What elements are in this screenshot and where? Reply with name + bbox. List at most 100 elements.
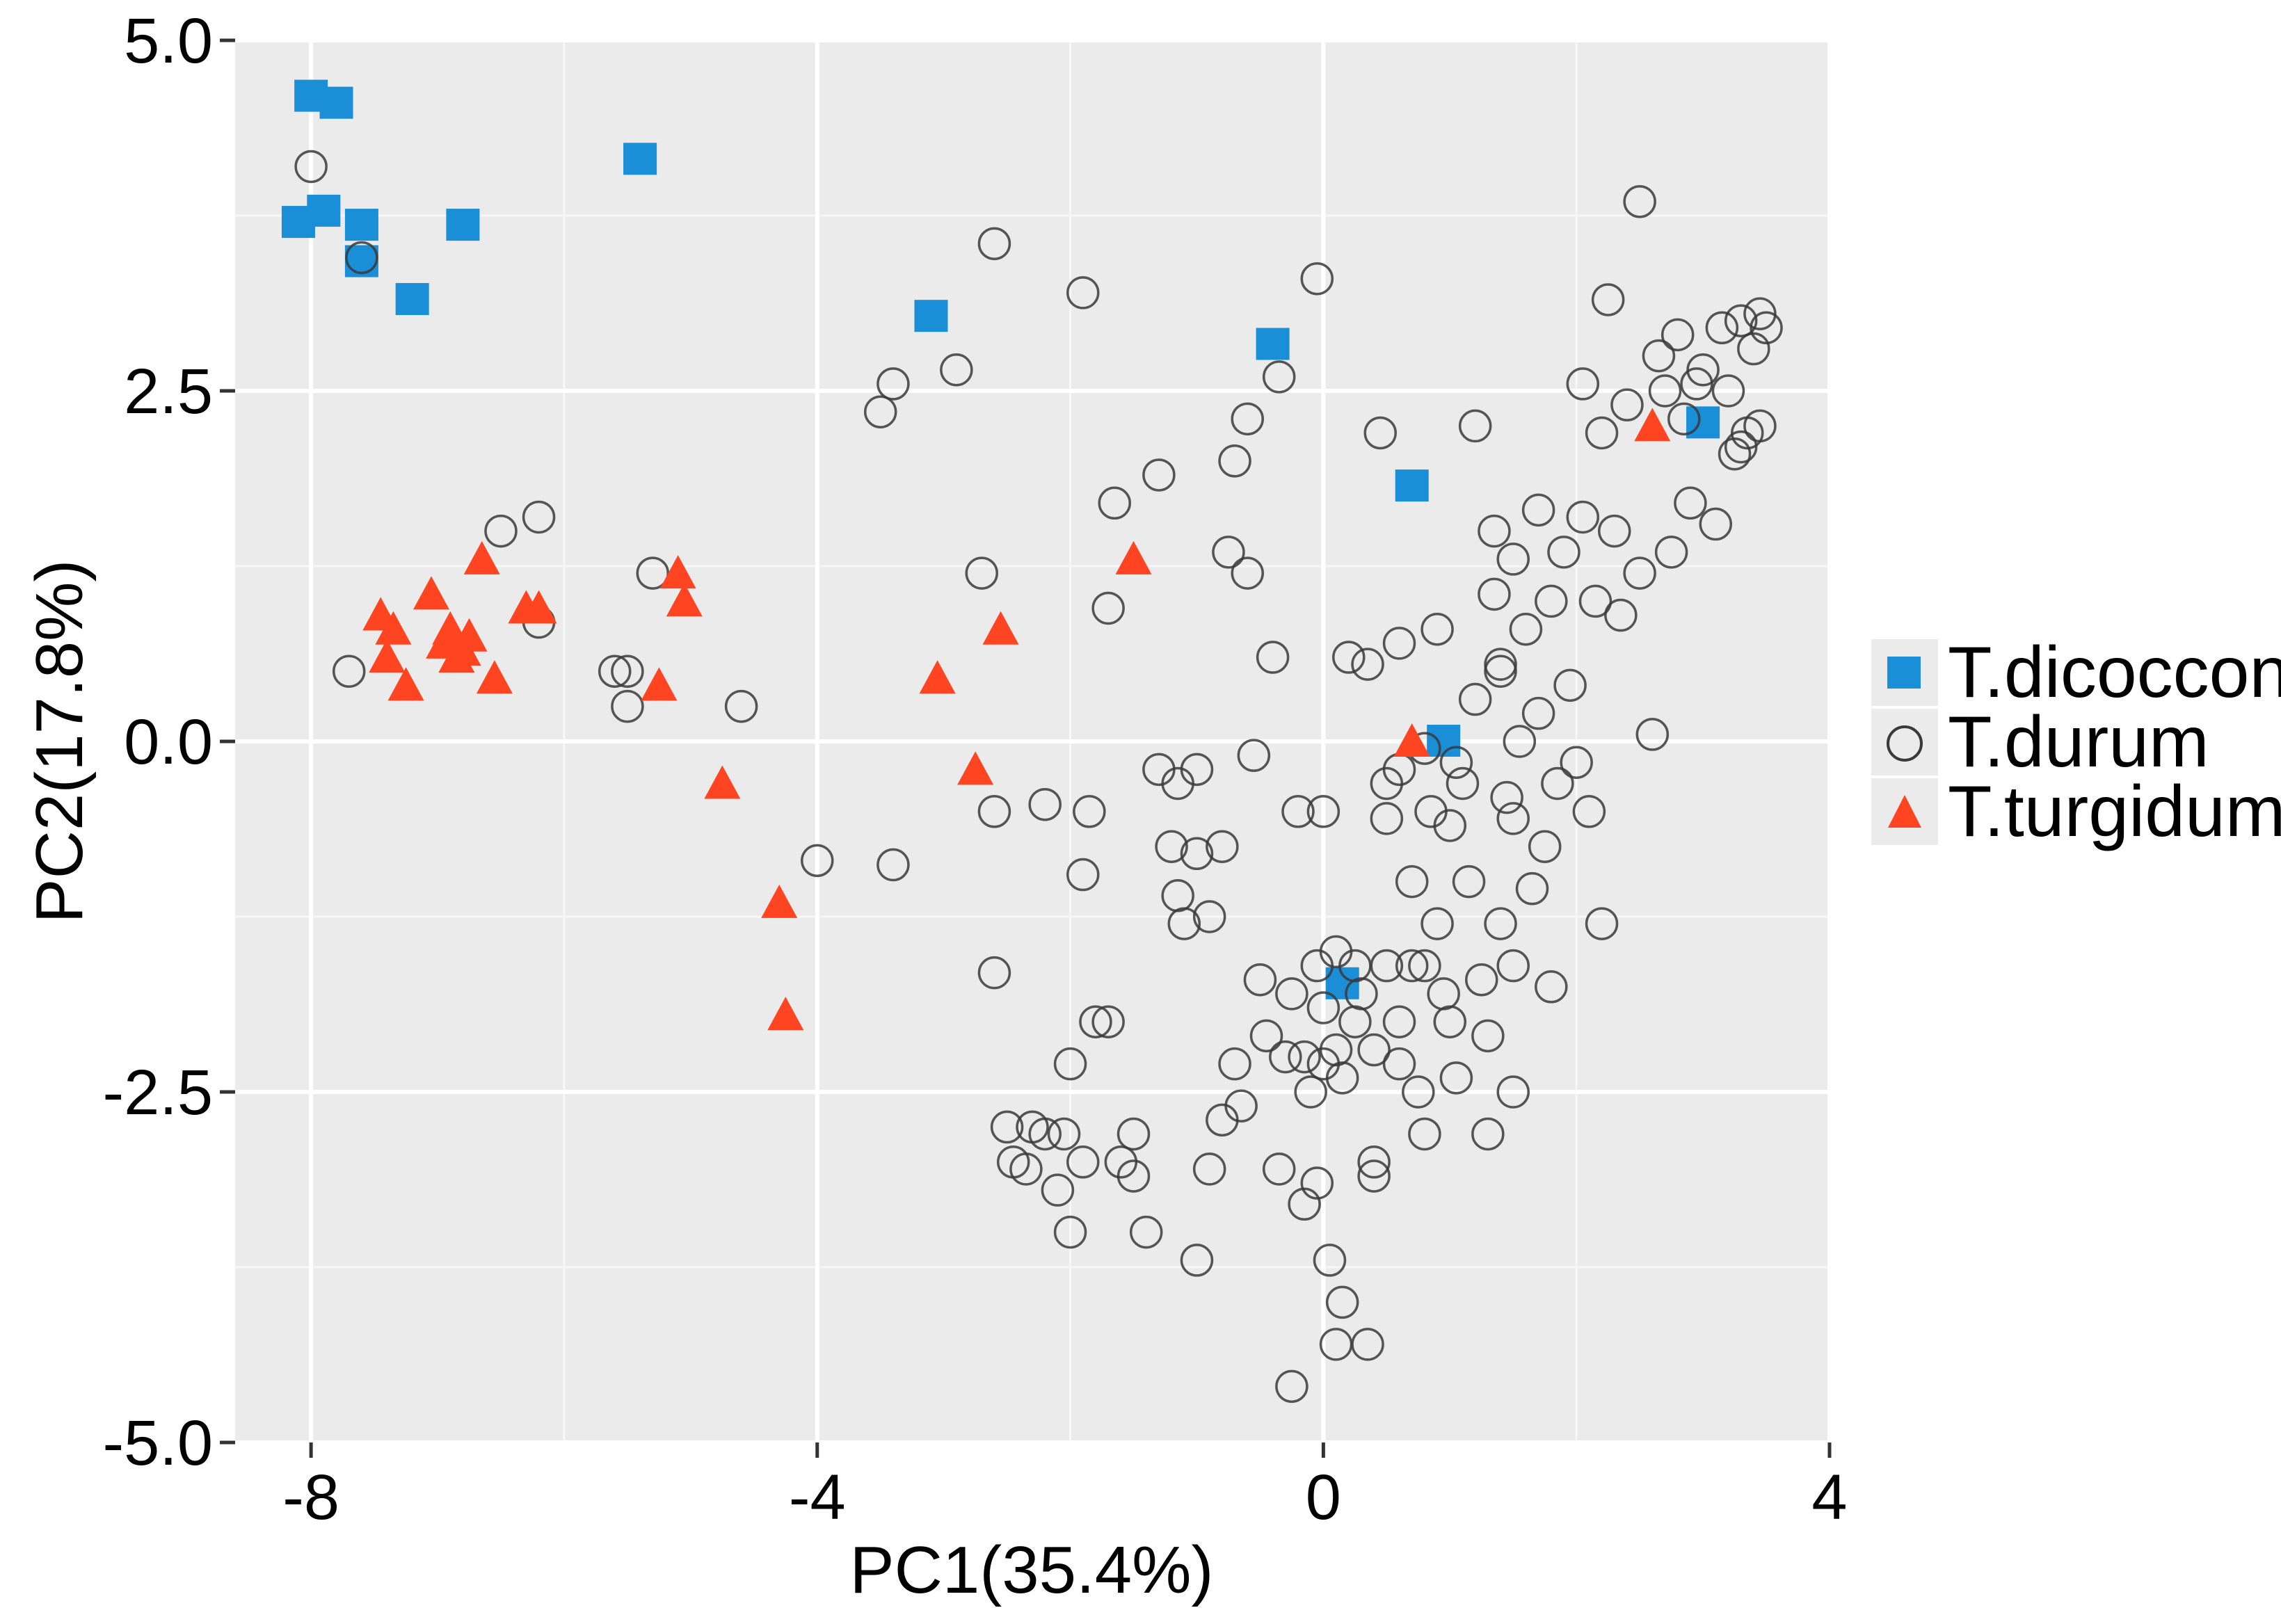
data-point-circle [1370, 949, 1404, 983]
data-point-circle [1433, 809, 1467, 842]
data-point-circle [1420, 907, 1454, 940]
data-point-circle [1743, 409, 1777, 443]
data-point-circle [1218, 1047, 1251, 1081]
data-point-circle [1288, 1040, 1321, 1074]
data-point-circle [345, 241, 378, 275]
data-point-triangle [666, 583, 703, 617]
data-point-circle [1471, 1117, 1505, 1151]
data-point-square [395, 282, 429, 315]
data-point-circle [332, 654, 366, 688]
data-point-circle [1503, 725, 1537, 758]
data-point-circle [1294, 1075, 1327, 1109]
data-point-circle [1129, 1215, 1163, 1249]
data-point-circle [1478, 514, 1511, 548]
data-point-circle [877, 848, 910, 882]
series-t-dicoccon [281, 79, 1720, 999]
data-point-circle [1117, 1159, 1151, 1193]
data-point-circle [484, 514, 518, 548]
data-point-circle [1212, 536, 1245, 569]
data-point-circle [1206, 830, 1239, 863]
data-point-circle [1028, 787, 1062, 821]
data-point-circle [1408, 1117, 1441, 1151]
y-tick-label: -2.5 [102, 1057, 213, 1128]
data-point-circle [1566, 500, 1600, 534]
legend-square-icon [1887, 657, 1921, 689]
axes: -8 -4 0 4 5.0 2.5 0.0 -2.5 -5.0 [102, 6, 1847, 1533]
data-point-triangle [413, 576, 449, 610]
data-point-circle [1155, 830, 1188, 863]
data-point-circle [977, 227, 1011, 261]
data-point-circle [1192, 900, 1226, 933]
legend-open-circle-icon [1887, 725, 1923, 762]
data-point-circle [877, 367, 910, 401]
data-point-circle [1306, 795, 1340, 828]
data-point-triangle [919, 660, 956, 694]
data-point-circle [1711, 374, 1745, 408]
data-point-circle [863, 395, 897, 428]
data-point-circle [1382, 1047, 1416, 1081]
data-point-circle [1357, 1033, 1391, 1067]
data-point-circle [977, 795, 1011, 828]
data-point-circle [1496, 802, 1530, 835]
data-point-triangle [520, 590, 557, 624]
data-point-circle [1433, 1005, 1467, 1038]
data-point-circle [1275, 1369, 1308, 1404]
data-point-circle [1167, 907, 1201, 940]
data-point-circle [1231, 402, 1264, 436]
data-point-circle [1053, 1215, 1087, 1249]
data-point-circle [1686, 353, 1720, 387]
data-point-circle [1560, 746, 1593, 779]
data-point-circle [1528, 830, 1562, 863]
data-point-circle [598, 654, 632, 688]
data-point-triangle [369, 639, 406, 673]
data-point-circle [1357, 1159, 1391, 1193]
data-point-circle [1306, 991, 1340, 1024]
y-tick-label: 0.0 [124, 707, 213, 778]
data-point-circle [1535, 584, 1568, 618]
data-point-circle [1598, 514, 1631, 548]
data-point-circle [1458, 409, 1492, 443]
data-point-triangle [387, 667, 424, 701]
data-point-circle [1325, 1285, 1359, 1319]
x-tick-label: 4 [1811, 1462, 1847, 1533]
data-point-circle [1363, 416, 1397, 450]
data-point-circle [990, 1110, 1024, 1144]
legend-label-dicoccon: T.dicoccon [1948, 632, 2281, 713]
data-point-square [914, 300, 948, 332]
data-point-circle [522, 500, 556, 534]
data-point-circle [1484, 907, 1517, 940]
data-point-circle [1288, 1187, 1321, 1221]
data-point-square [623, 143, 657, 175]
data-point-circle [1402, 1075, 1435, 1109]
data-point-circle [1009, 1152, 1043, 1186]
data-point-circle [1382, 627, 1416, 660]
data-point-circle [1142, 458, 1176, 492]
data-point-circle [1357, 1145, 1391, 1179]
data-point-circle [1028, 1117, 1062, 1151]
data-point-circle [1047, 1117, 1081, 1151]
data-point-triangle [704, 765, 741, 799]
data-point-circle [1256, 641, 1290, 674]
data-point-triangle [761, 884, 798, 918]
data-point-circle [1521, 696, 1555, 730]
data-point-circle [1249, 1019, 1283, 1053]
data-point-square [307, 194, 341, 227]
data-point-circle [1325, 1061, 1359, 1095]
data-point-circle [1585, 416, 1619, 450]
data-point-circle [1465, 963, 1498, 997]
data-point-circle [1231, 556, 1264, 590]
data-point-circle [1420, 612, 1454, 646]
data-point-circle [965, 556, 998, 590]
data-point-circle [1079, 1005, 1112, 1038]
data-point-circle [1623, 556, 1656, 590]
data-point-circle [1635, 718, 1670, 751]
data-point-triangle [957, 751, 994, 785]
data-point-circle [1496, 949, 1530, 983]
data-point-circle [1091, 1005, 1125, 1038]
data-point-square [1427, 725, 1461, 757]
data-point-circle [1521, 493, 1555, 527]
data-point-circle [1623, 185, 1656, 218]
data-point-circle [1275, 977, 1308, 1011]
legend-triangle-icon [1888, 795, 1921, 828]
x-axis-title: PC1(35.4%) [850, 1533, 1214, 1607]
